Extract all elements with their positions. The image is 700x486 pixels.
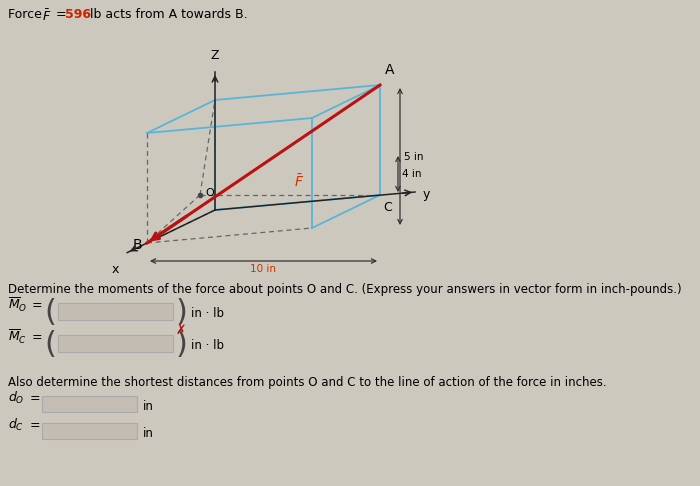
Text: y: y <box>423 188 430 201</box>
Text: 4 in: 4 in <box>402 169 421 179</box>
Text: in: in <box>143 427 154 440</box>
Bar <box>42 423 137 439</box>
Text: =: = <box>26 392 41 404</box>
Text: $\overline{M}_O$: $\overline{M}_O$ <box>8 296 27 314</box>
Bar <box>58 303 173 320</box>
Text: Force: Force <box>8 8 46 21</box>
Text: B: B <box>132 238 142 252</box>
Text: $d_O$: $d_O$ <box>8 390 25 406</box>
Bar <box>58 335 173 352</box>
Text: in · lb: in · lb <box>191 339 224 352</box>
Bar <box>42 396 137 412</box>
Text: 10 in: 10 in <box>251 264 276 274</box>
Text: Z: Z <box>211 49 219 62</box>
Text: ✗: ✗ <box>176 324 186 337</box>
Text: A: A <box>385 63 395 77</box>
Text: 596: 596 <box>65 8 91 21</box>
Text: =: = <box>28 330 43 344</box>
Text: in · lb: in · lb <box>191 307 224 320</box>
Text: Also determine the shortest distances from points O and C to the line of action : Also determine the shortest distances fr… <box>8 376 607 389</box>
Text: C: C <box>383 201 392 214</box>
Text: ): ) <box>175 298 187 327</box>
Text: $d_C$: $d_C$ <box>8 417 24 433</box>
Text: Determine the moments of the force about points O and C. (Express your answers i: Determine the moments of the force about… <box>8 283 682 296</box>
Text: (: ( <box>44 330 56 359</box>
Text: $\overline{M}_C$: $\overline{M}_C$ <box>8 328 27 346</box>
Text: =: = <box>26 418 41 432</box>
Text: O: O <box>205 188 214 198</box>
Text: =: = <box>52 8 71 21</box>
Text: 5 in: 5 in <box>404 152 424 161</box>
Text: $\bar{F}$: $\bar{F}$ <box>293 174 304 191</box>
Text: x: x <box>111 262 119 276</box>
Text: $\bar{F}$: $\bar{F}$ <box>42 8 51 23</box>
Text: ): ) <box>175 330 187 359</box>
Text: (: ( <box>44 298 56 327</box>
Text: =: = <box>28 298 43 312</box>
Text: lb acts from A towards B.: lb acts from A towards B. <box>86 8 248 21</box>
Text: in: in <box>143 400 154 413</box>
